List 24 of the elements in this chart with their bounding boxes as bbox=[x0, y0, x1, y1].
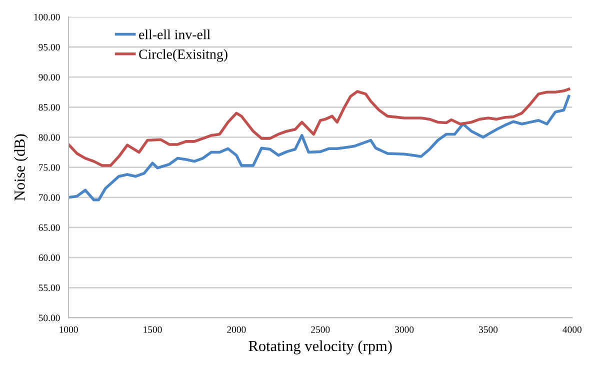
x-tick-label: 3000 bbox=[395, 326, 414, 333]
y-tick-label: 100.00 bbox=[34, 14, 60, 20]
y-tick-label: 70.00 bbox=[38, 194, 60, 201]
x-tick-label: 3500 bbox=[478, 326, 498, 333]
y-tick-label: 85.00 bbox=[38, 104, 60, 111]
legend-label: Circle(Exisitng) bbox=[139, 49, 228, 62]
y-tick-label: 60.00 bbox=[38, 254, 60, 262]
y-axis-title: Noise (dB) bbox=[14, 134, 28, 201]
y-tick-label: 55.00 bbox=[38, 284, 60, 292]
y-tick-label: 65.00 bbox=[38, 224, 60, 231]
x-axis-title: Rotating velocity (rpm) bbox=[248, 340, 392, 354]
x-tick-label: 1500 bbox=[144, 326, 162, 333]
y-tick-label: 95.00 bbox=[38, 44, 60, 51]
y-tick-label: 75.00 bbox=[38, 164, 60, 171]
x-tick-label: 4000 bbox=[562, 326, 582, 333]
line-series bbox=[68, 88, 570, 167]
x-tick-label: 2000 bbox=[227, 326, 246, 333]
y-tick-label: 80.00 bbox=[38, 134, 60, 141]
legend-label: ell-ell inv-ell bbox=[139, 30, 210, 40]
y-tick-label: 50.00 bbox=[38, 314, 60, 322]
y-tick-label: 90.00 bbox=[38, 74, 60, 81]
x-tick-label: 2500 bbox=[311, 326, 330, 333]
x-tick-label: 1000 bbox=[60, 326, 78, 333]
line-series bbox=[68, 94, 570, 202]
